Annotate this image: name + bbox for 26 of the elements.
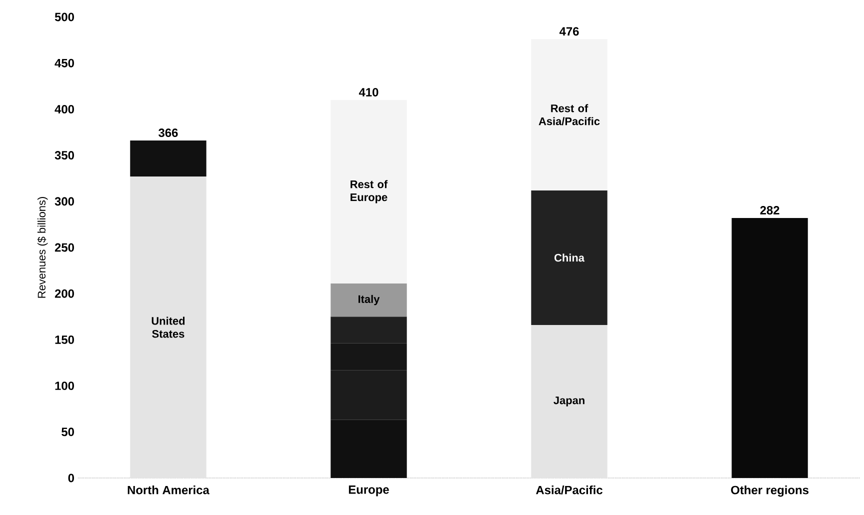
- y-tick-label: 400: [54, 104, 74, 114]
- y-tick-label: 500: [54, 12, 74, 22]
- series-label: Rest of Europe: [350, 180, 388, 204]
- y-tick-label: 450: [54, 58, 74, 68]
- series-label: Japan: [554, 396, 584, 406]
- y-tick-label: 350: [54, 151, 74, 160]
- y-tick-label: 100: [55, 382, 74, 390]
- series-label: Rest of Asia/Pacific: [538, 104, 600, 126]
- y-tick-label: 200: [54, 289, 74, 298]
- y-tick-label: 300: [54, 197, 74, 206]
- y-tick-label: 50: [62, 428, 74, 436]
- total-label: 366: [158, 128, 178, 138]
- y-tick-label: 250: [54, 243, 74, 252]
- x-tick-label: Europe: [348, 486, 389, 496]
- x-tick-label: North America: [128, 486, 210, 494]
- total-label: 410: [358, 88, 378, 96]
- x-tick-label: Other regions: [731, 486, 808, 497]
- series-label: Italy: [358, 294, 380, 306]
- y-axis-title: Revenues ($ billions): [37, 197, 48, 298]
- series-label: China: [554, 254, 585, 262]
- y-tick-label: 150: [55, 335, 74, 344]
- y-tick-label: 0: [68, 474, 74, 482]
- total-label: 282: [760, 206, 780, 214]
- total-label: 476: [559, 27, 579, 36]
- x-tick-label: Asia/Pacific: [536, 486, 602, 494]
- series-label: United States: [152, 316, 185, 338]
